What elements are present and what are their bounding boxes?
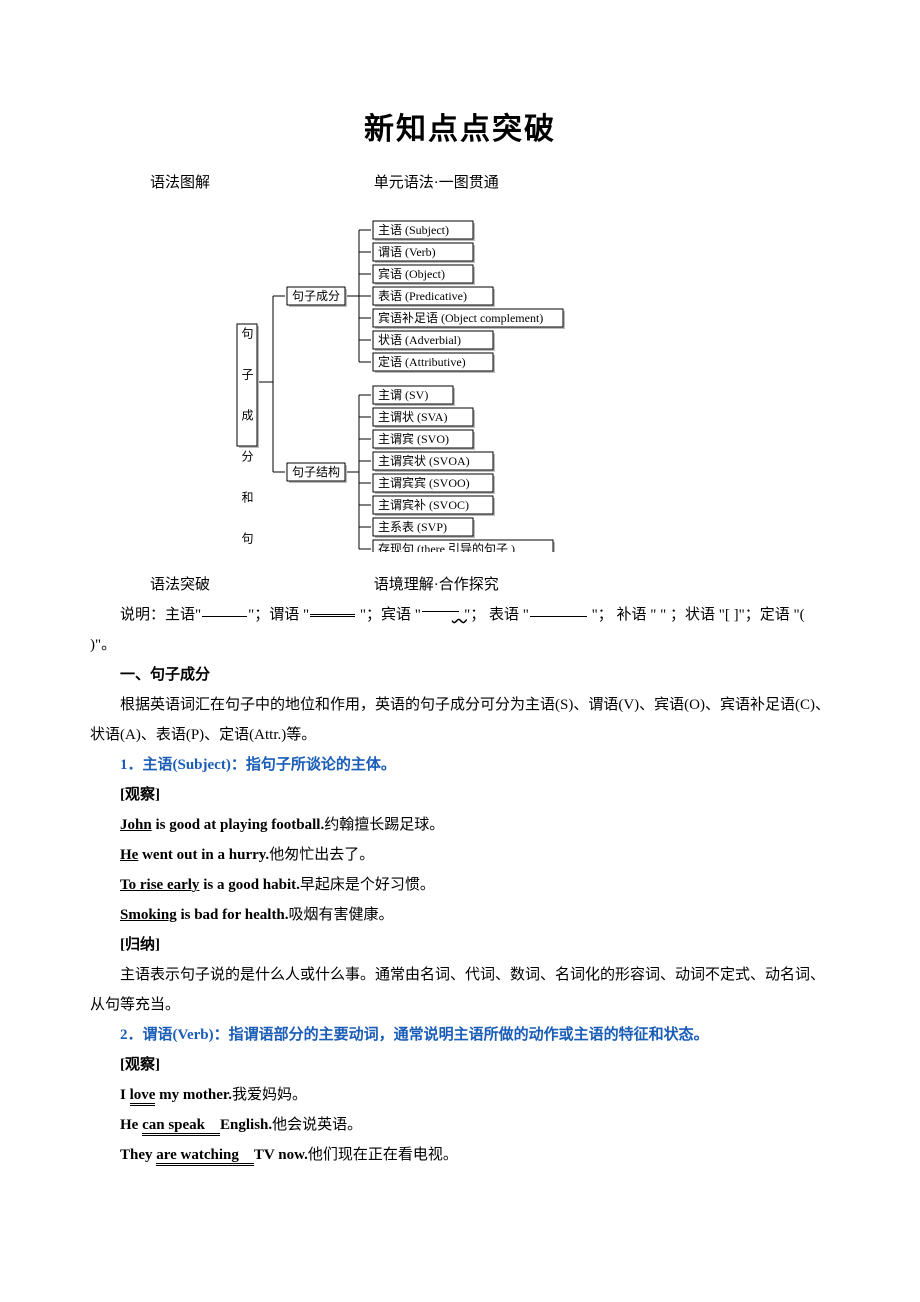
section-header-2: 语法突破 语境理解·合作探究 (90, 570, 830, 600)
ex7-zh: 他们现在正在看电视。 (308, 1147, 458, 1163)
ex2-subject: He (120, 847, 138, 863)
svg-text:主谓宾补 (SVOC): 主谓宾补 (SVOC) (378, 497, 469, 512)
svg-text:主语 (Subject): 主语 (Subject) (378, 223, 449, 237)
ex7-pre: They (120, 1147, 156, 1163)
ex2-zh: 他匆忙出去了。 (269, 847, 374, 863)
ex5-verb: love (130, 1087, 156, 1106)
page-title: 新知点点突破 (90, 100, 830, 160)
svg-text:宾语补足语 (Object complement): 宾语补足语 (Object complement) (378, 310, 543, 325)
diagram-root-1: 句 (240, 327, 254, 340)
branch2-label: 句子结构 (292, 464, 340, 479)
legend-line: 说明：主语""；谓语 " "；宾语 " "； 表语 " "； 补语 " " ；状… (90, 600, 830, 660)
svg-text:主谓状 (SVA): 主谓状 (SVA) (378, 410, 447, 424)
ex3-subject: To rise early (120, 877, 199, 893)
point-1: 1．主语(Subject)：指句子所谈论的主体。 (90, 750, 830, 780)
observe-label-2: [观察] (90, 1050, 830, 1080)
legend-p2: "；谓语 " (248, 607, 309, 623)
legend-blank-object (422, 598, 460, 612)
ex1-zh: 约翰擅长踢足球。 (324, 817, 444, 833)
ex7-verb: are watching (156, 1147, 254, 1166)
point-2: 2．谓语(Verb)：指谓语部分的主要动词，通常说明主语所做的动作或主语的特征和… (90, 1020, 830, 1050)
example-1: John is good at playing football.约翰擅长踢足球… (90, 810, 830, 840)
example-3: To rise early is a good habit.早起床是个好习惯。 (90, 870, 830, 900)
svg-text:表语 (Predicative): 表语 (Predicative) (378, 289, 467, 303)
header2-left: 语法突破 (120, 570, 340, 600)
ex1-subject: John (120, 817, 152, 833)
diagram-svg: 句 子 成 分 和 句 子 结 构 句子成分 句子结构 主语 (Subject)… (225, 212, 695, 552)
para-1: 根据英语词汇在句子中的地位和作用，英语的句子成分可分为主语(S)、谓语(V)、宾… (90, 690, 830, 750)
svg-text:状语 (Adverbial): 状语 (Adverbial) (378, 333, 461, 347)
legend-blank-verb (310, 604, 355, 618)
observe-label-1: [观察] (90, 780, 830, 810)
section-header-1: 语法图解 单元语法·一图贯通 (90, 168, 830, 198)
svg-text:主系表 (SVP): 主系表 (SVP) (378, 520, 447, 534)
legend-pre: 说明：主语" (120, 607, 201, 623)
legend-p3: "；宾语 " (356, 607, 421, 623)
example-6: He can speak English.他会说英语。 (90, 1110, 830, 1140)
svg-text:主谓 (SV): 主谓 (SV) (378, 388, 428, 402)
svg-text:主谓宾状 (SVOA): 主谓宾状 (SVOA) (378, 453, 470, 468)
header1-left: 语法图解 (120, 168, 340, 198)
legend-blank-pred (530, 604, 587, 618)
example-7: They are watching TV now.他们现在正在看电视。 (90, 1140, 830, 1170)
summary-label-1: [归纳] (90, 930, 830, 960)
ex1-rest: is good at playing football. (152, 817, 325, 833)
summary-1: 主语表示句子说的是什么人或什么事。通常由名词、代词、数词、名词化的形容词、动词不… (90, 960, 830, 1020)
example-5: I love my mother.我爱妈妈。 (90, 1080, 830, 1110)
ex4-subject: Smoking (120, 907, 177, 923)
svg-text:主谓宾宾 (SVOO): 主谓宾宾 (SVOO) (378, 475, 470, 490)
svg-text:谓语 (Verb): 谓语 (Verb) (378, 245, 436, 259)
grammar-diagram: 句 子 成 分 和 句 子 结 构 句子成分 句子结构 主语 (Subject)… (90, 212, 830, 552)
legend-p4: "； 表语 " (460, 607, 529, 623)
svg-text:定语 (Attributive): 定语 (Attributive) (378, 354, 466, 369)
branch1-label: 句子成分 (292, 289, 340, 303)
ex7-rest: TV now. (254, 1147, 308, 1163)
ex2-rest: went out in a hurry. (138, 847, 269, 863)
svg-text:主谓宾 (SVO): 主谓宾 (SVO) (378, 431, 449, 446)
ex4-zh: 吸烟有害健康。 (289, 907, 394, 923)
example-4: Smoking is bad for health.吸烟有害健康。 (90, 900, 830, 930)
ex5-pre: I (120, 1087, 130, 1103)
ex3-rest: is a good habit. (199, 877, 299, 893)
ex6-rest: English. (220, 1117, 272, 1133)
ex6-verb: can speak (142, 1117, 220, 1136)
svg-text:存现句 (there 引导的句子 ): 存现句 (there 引导的句子 ) (378, 541, 515, 552)
title-text: 新知点点突破 (364, 113, 556, 146)
svg-text:宾语 (Object): 宾语 (Object) (378, 266, 445, 281)
ex3-zh: 早起床是个好习惯。 (300, 877, 435, 893)
header2-right: 语境理解·合作探究 (344, 570, 499, 600)
section-1-title: 一、句子成分 (90, 660, 830, 690)
legend-blank-subject (202, 604, 247, 618)
example-2: He went out in a hurry.他匆忙出去了。 (90, 840, 830, 870)
header1-right: 单元语法·一图贯通 (344, 168, 499, 198)
ex6-zh: 他会说英语。 (272, 1117, 362, 1133)
ex5-rest: my mother. (155, 1087, 232, 1103)
ex6-pre: He (120, 1117, 142, 1133)
ex5-zh: 我爱妈妈。 (232, 1087, 307, 1103)
ex4-rest: is bad for health. (177, 907, 289, 923)
